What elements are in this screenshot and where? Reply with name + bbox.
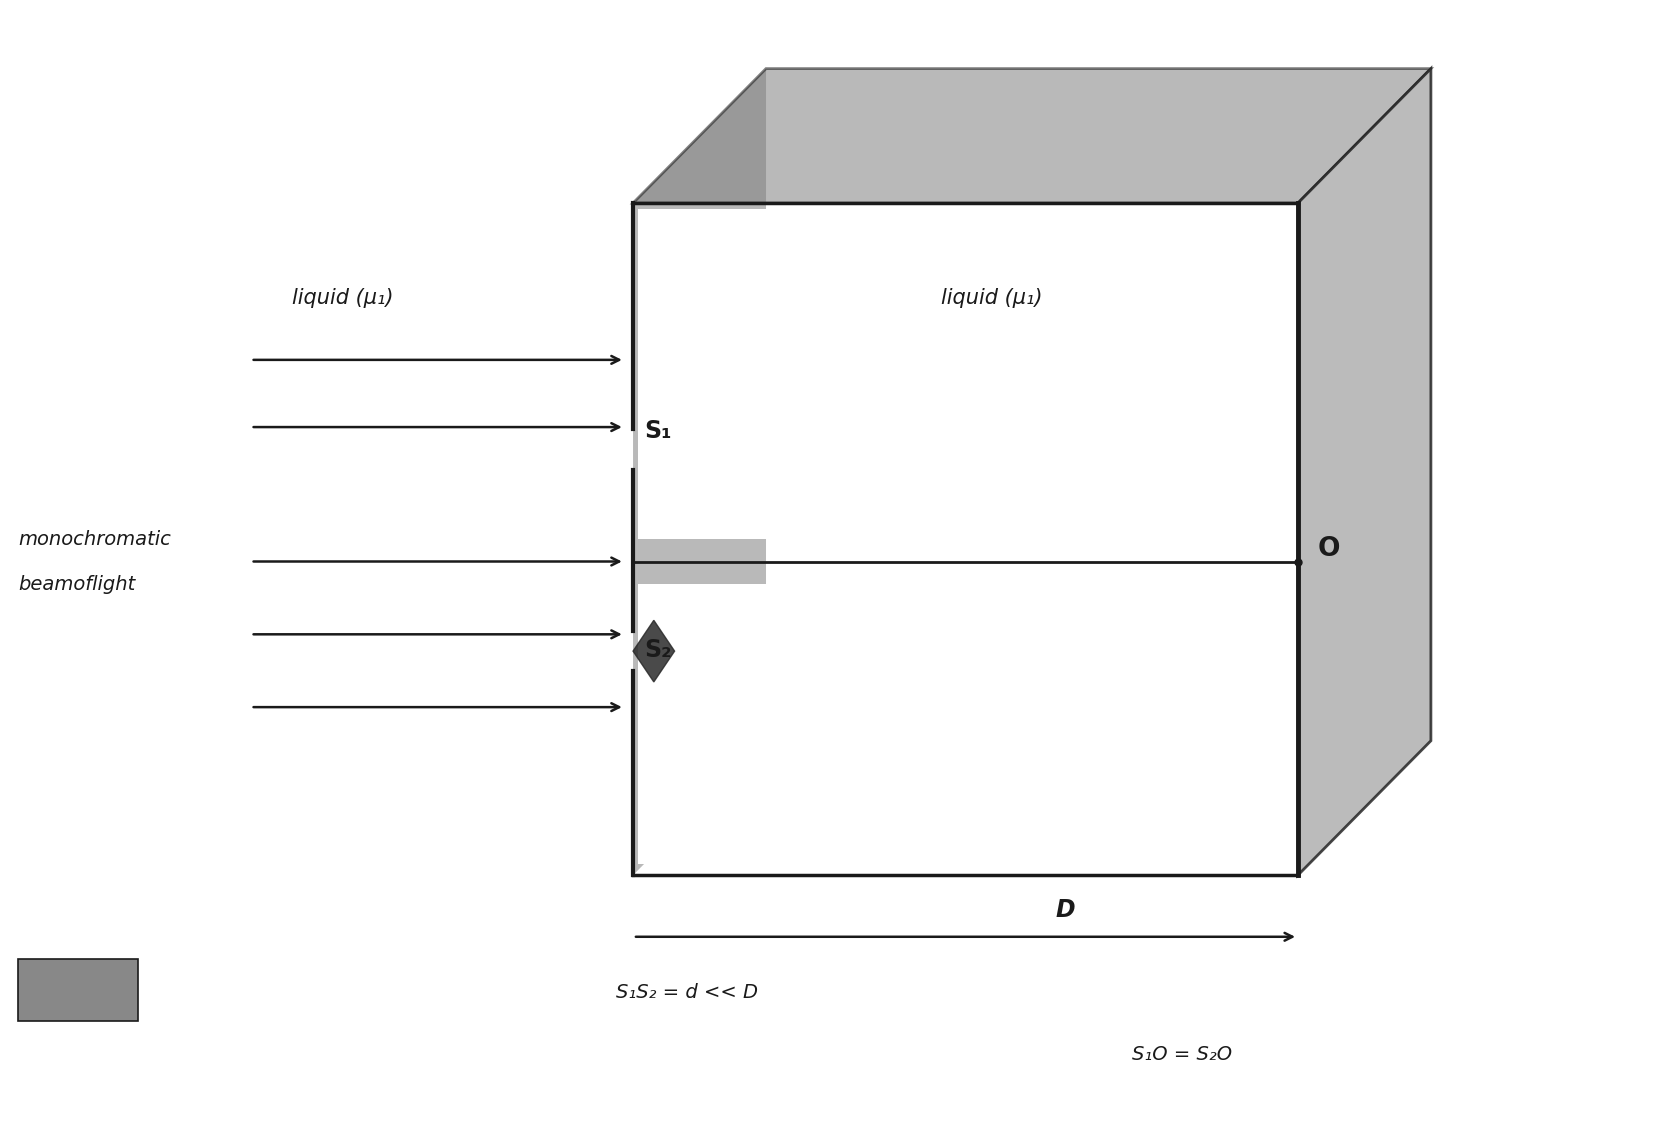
Polygon shape: [632, 69, 765, 875]
Text: S₂: S₂: [644, 638, 672, 661]
Bar: [637, 209, 1293, 539]
Text: D: D: [1055, 897, 1075, 922]
Text: O: O: [1318, 536, 1340, 562]
Text: S₁: S₁: [644, 419, 672, 444]
Bar: [637, 584, 1293, 864]
Polygon shape: [632, 69, 1429, 203]
Text: liquid (μ₁): liquid (μ₁): [940, 287, 1042, 308]
Bar: [18, 959, 138, 1021]
Polygon shape: [632, 620, 674, 682]
Text: beamoflight: beamoflight: [18, 575, 135, 594]
Polygon shape: [1298, 69, 1429, 875]
Text: S₁O = S₂O: S₁O = S₂O: [1132, 1046, 1231, 1063]
Text: liquid (μ₁): liquid (μ₁): [293, 287, 394, 308]
Text: S₁S₂ = d << D: S₁S₂ = d << D: [616, 984, 759, 1003]
Text: monochromatic: monochromatic: [18, 530, 171, 549]
